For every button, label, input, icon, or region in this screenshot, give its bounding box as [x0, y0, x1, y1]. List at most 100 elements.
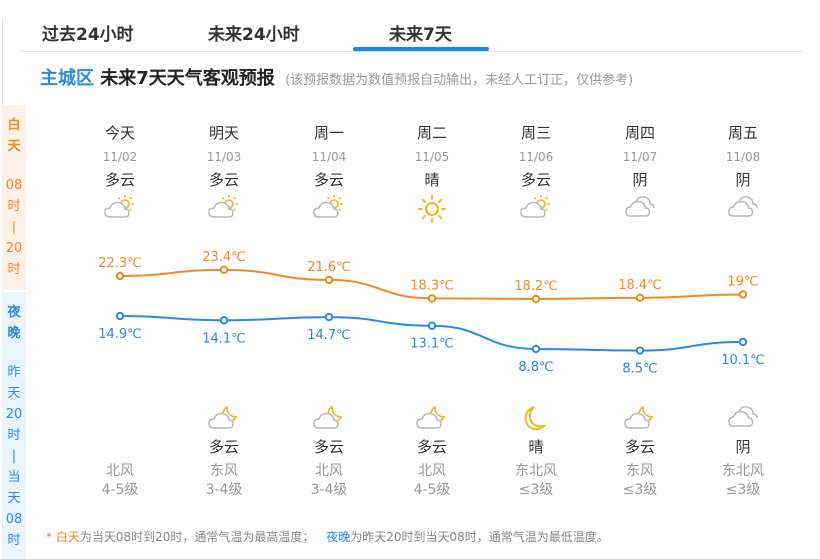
- day-time: |: [11, 220, 17, 235]
- high-temp-label: 18.4℃: [618, 278, 662, 293]
- day-name: 今天: [104, 124, 135, 142]
- day-date: 11/06: [518, 150, 554, 164]
- low-temp-label: 14.7℃: [307, 328, 351, 343]
- low-temp-label: 13.1℃: [410, 337, 454, 352]
- footer-star: *: [46, 530, 56, 544]
- high-temp-label: 18.3℃: [410, 278, 454, 293]
- wind-level: 3-4级: [310, 482, 348, 498]
- high-temp-label: 22.3℃: [98, 256, 142, 271]
- night-period-label: 夜 晚 昨 天 20 时 | 当 天 08 时: [2, 292, 26, 559]
- night-time: 天: [7, 491, 21, 506]
- night-time: 天: [7, 386, 21, 401]
- night-time: 20: [5, 407, 23, 422]
- title-note: (该预报数据为数值预报自动输出，未经人工订正，仅供参考): [285, 73, 634, 88]
- tab-past-24h[interactable]: 过去24小时: [42, 25, 134, 45]
- wind-direction: 北风: [106, 463, 134, 479]
- day-name: 周一: [313, 124, 344, 142]
- day-time: 20: [5, 241, 23, 256]
- low-temp-point: [635, 346, 645, 355]
- day-weather: 晴: [424, 171, 440, 189]
- night-weather: 晴: [528, 438, 544, 456]
- night-label-char: 晚: [7, 326, 21, 341]
- high-temp-point: [219, 265, 229, 275]
- tab-bar: 过去24小时 未来24小时 未来7天: [20, 0, 802, 52]
- high-temp-point: [738, 290, 748, 299]
- night-time: 时: [7, 428, 21, 443]
- night-weather: 多云: [313, 438, 344, 456]
- day-column: 周三 11/06 多云: [486, 122, 586, 224]
- night-label-char: 夜: [7, 305, 21, 320]
- day-column: 周五 11/08 阴: [693, 122, 793, 222]
- footer-note: * 白天为当天08时到20时，通常气温为最高温度； 夜晚为昨天20时到当天08时…: [46, 528, 609, 545]
- wind-level: 3-4级: [205, 482, 243, 498]
- night-column: 多云 北风 4-5级: [382, 404, 482, 500]
- night-column: 北风 4-5级: [70, 404, 170, 500]
- day-date: 11/05: [414, 150, 450, 164]
- low-temp-point: [324, 312, 334, 322]
- day-period-label: 白 天 08 时 | 20 时: [2, 105, 26, 290]
- high-temp-label: 21.6℃: [307, 260, 351, 275]
- partly-cloudy-day-icon: [174, 194, 274, 224]
- night-column: 阴东北风 ≤3级: [693, 404, 793, 500]
- low-temp-point: [115, 311, 125, 321]
- low-temp-point: [738, 337, 748, 347]
- high-temp-label: 23.4℃: [202, 250, 246, 265]
- overcast-icon: [693, 404, 793, 432]
- page-title: 主城区 未来7天天气客观预报 (该预报数据为数值预报自动输出，未经人工订正，仅供…: [40, 64, 633, 90]
- night-weather: 多云: [624, 438, 655, 456]
- day-weather: 多云: [104, 171, 135, 189]
- high-temp-point: [324, 275, 334, 285]
- day-label-char: 白: [7, 118, 21, 133]
- night-time: 08: [5, 512, 23, 527]
- wind-level: ≤3级: [622, 482, 658, 498]
- night-time: 当: [7, 470, 21, 485]
- high-temp-label: 18.2℃: [514, 279, 558, 294]
- day-date: 11/08: [725, 150, 761, 164]
- sunny-icon: [382, 194, 482, 228]
- day-time: 时: [7, 199, 21, 214]
- night-weather: [70, 436, 170, 456]
- low-temp-label: 14.9℃: [98, 327, 142, 342]
- wind-direction: 东北风: [722, 463, 764, 479]
- high-temp-point: [115, 271, 125, 281]
- day-date: 11/07: [622, 150, 658, 164]
- low-temp-point: [531, 344, 541, 354]
- day-time: 时: [7, 262, 21, 277]
- title-text: 未来7天天气客观预报: [100, 68, 275, 89]
- day-name: 周四: [624, 124, 655, 142]
- night-weather: 多云: [208, 438, 239, 456]
- footer-day-text: 为当天08时到20时，通常气温为最高温度；: [79, 530, 315, 544]
- high-temp-point: [427, 294, 437, 303]
- footer-day-label: 白天: [55, 530, 80, 544]
- night-time: 时: [7, 533, 21, 548]
- overcast-icon: [693, 194, 793, 222]
- wind-direction: 北风: [315, 463, 343, 479]
- partly-cloudy-night-icon: [382, 404, 482, 434]
- day-weather: 多云: [520, 171, 551, 189]
- partly-cloudy-day-icon: [486, 194, 586, 224]
- partly-cloudy-day-icon: [70, 194, 170, 224]
- day-weather: 多云: [313, 171, 344, 189]
- day-time: 08: [5, 178, 23, 193]
- day-weather: 阴: [735, 171, 751, 189]
- tab-next-24h[interactable]: 未来24小时: [208, 25, 300, 45]
- day-label-char: 天: [7, 139, 21, 154]
- partly-cloudy-night-icon: [590, 404, 690, 434]
- clear-night-icon: [486, 404, 586, 436]
- overcast-icon: [590, 194, 690, 222]
- low-temp-label: 10.1℃: [721, 353, 765, 368]
- high-temp-point: [635, 293, 645, 303]
- day-weather: 阴: [632, 171, 648, 189]
- active-tab-indicator: [353, 47, 489, 51]
- day-name: 周五: [727, 124, 758, 142]
- wind-direction: 北风: [418, 463, 446, 479]
- wind-direction: 东北风: [515, 463, 557, 479]
- partly-cloudy-night-icon: [174, 404, 274, 434]
- wind-direction: 东风: [626, 463, 654, 479]
- footer-night-text: 为昨天20时到当天08时，通常气温为最低温度。: [350, 530, 609, 544]
- high-temp-point: [531, 294, 541, 304]
- tab-next-7d[interactable]: 未来7天: [389, 25, 452, 45]
- day-column: 周二 11/05 晴: [382, 122, 482, 228]
- high-temp-label: 19℃: [727, 274, 758, 289]
